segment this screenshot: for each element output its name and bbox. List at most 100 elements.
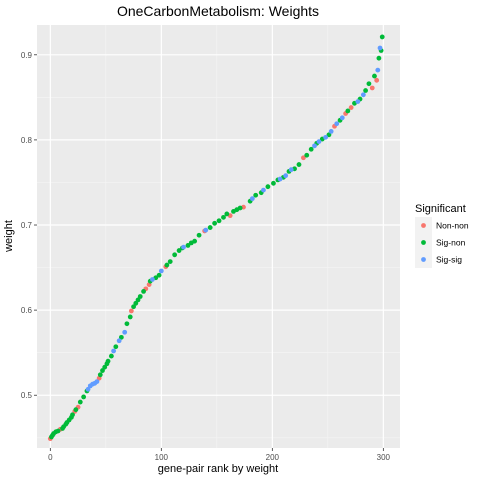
legend-title: Significant — [415, 203, 466, 215]
point-sig-sig — [122, 329, 128, 335]
point-sig-sig — [339, 115, 345, 121]
point-sig-sig — [249, 196, 255, 202]
point-sig-non — [304, 152, 310, 158]
point-sig-non — [216, 218, 222, 224]
x-axis-ticks: 0 100 200 300 — [48, 448, 391, 462]
point-sig-non — [221, 214, 226, 220]
x-axis-title: gene-pair rank by weight — [158, 463, 278, 475]
point-sig-non — [345, 108, 351, 114]
point-sig-sig — [375, 67, 381, 73]
point-sig-sig — [85, 386, 91, 392]
x-tick-label: 100 — [155, 453, 169, 462]
point-sig-non — [376, 55, 382, 61]
point-sig-sig — [334, 121, 340, 127]
x-tick-label: 0 — [48, 453, 53, 462]
point-sig-sig — [116, 338, 122, 344]
point-sig-sig — [94, 379, 100, 385]
point-sig-sig — [355, 99, 361, 104]
point-sig-non — [127, 314, 133, 320]
y-axis-title: weight — [3, 220, 15, 253]
y-tick-label: 0.6 — [21, 306, 33, 315]
x-tick-label: 200 — [266, 453, 280, 462]
point-sig-non — [212, 220, 218, 226]
point-sig-sig — [158, 268, 164, 274]
legend: Significant Non-non Sig-non Sig-sig — [415, 203, 469, 268]
chart-title: OneCarbonMetabolism: Weights — [117, 3, 319, 19]
minor-gridlines — [37, 25, 400, 448]
point-sig-sig — [111, 348, 116, 354]
point-sig-non — [97, 372, 103, 378]
point-non-non — [374, 77, 380, 83]
point-sig-non — [133, 300, 139, 306]
point-sig-non — [124, 321, 130, 327]
point-sig-non — [176, 248, 182, 253]
point-sig-non — [207, 225, 213, 230]
legend-label: Sig-sig — [436, 255, 462, 265]
point-sig-non — [55, 428, 61, 434]
point-sig-sig — [377, 45, 383, 51]
point-sig-sig — [181, 244, 186, 250]
point-sig-non — [237, 205, 243, 211]
y-tick-label: 0.7 — [21, 221, 33, 230]
point-sig-non — [265, 184, 271, 190]
point-sig-sig — [360, 92, 366, 98]
point-sig-sig — [312, 143, 317, 149]
legend-key-point — [421, 257, 426, 262]
point-sig-non — [224, 211, 230, 217]
point-sig-non — [167, 259, 173, 265]
point-sig-sig — [283, 173, 289, 179]
point-sig-non — [192, 238, 198, 244]
y-tick-label: 0.8 — [21, 136, 33, 145]
point-sig-non — [308, 146, 314, 152]
point-sig-non — [366, 81, 372, 87]
point-sig-non — [271, 180, 276, 186]
point-sig-sig — [150, 277, 155, 282]
point-sig-non — [100, 368, 105, 373]
point-sig-non — [118, 334, 124, 340]
point-sig-non — [196, 232, 202, 238]
point-sig-non — [156, 272, 162, 278]
point-sig-non — [102, 364, 108, 370]
point-sig-sig — [328, 128, 334, 134]
y-tick-label: 0.9 — [21, 51, 33, 60]
legend-key-point — [421, 240, 426, 245]
legend-label: Sig-non — [436, 238, 466, 248]
point-sig-non — [185, 243, 191, 248]
point-sig-non — [77, 399, 83, 405]
y-tick-label: 0.5 — [21, 391, 33, 400]
point-sig-non — [137, 294, 143, 299]
point-sig-sig — [261, 187, 266, 193]
point-sig-non — [70, 412, 75, 418]
point-sig-non — [108, 353, 114, 359]
point-sig-non — [105, 358, 111, 364]
point-sig-non — [135, 297, 141, 303]
point-non-non — [369, 85, 375, 91]
data-points — [47, 34, 385, 442]
point-sig-sig — [316, 139, 322, 145]
point-non-non — [301, 155, 306, 161]
point-sig-non — [172, 252, 178, 258]
point-sig-non — [326, 132, 332, 138]
point-non-non — [128, 308, 134, 314]
point-sig-non — [113, 344, 119, 350]
y-axis-ticks: 0.5 0.6 0.7 0.8 0.9 — [21, 51, 37, 400]
x-tick-label: 300 — [377, 453, 391, 462]
point-sig-sig — [323, 134, 329, 140]
point-sig-non — [363, 88, 368, 93]
point-sig-non — [131, 304, 136, 310]
point-sig-non — [81, 394, 87, 400]
point-non-non — [348, 105, 354, 110]
point-sig-non — [141, 288, 146, 294]
legend-key-point — [421, 223, 426, 228]
point-sig-sig — [277, 176, 283, 182]
legend-label: Non-non — [436, 221, 469, 231]
point-sig-non — [164, 262, 170, 268]
point-sig-non — [372, 73, 377, 79]
point-sig-non — [73, 407, 79, 413]
major-gridlines — [37, 25, 400, 448]
point-sig-non — [379, 34, 385, 40]
point-sig-non — [253, 192, 259, 198]
point-sig-sig — [288, 167, 294, 173]
point-sig-non — [296, 162, 302, 167]
